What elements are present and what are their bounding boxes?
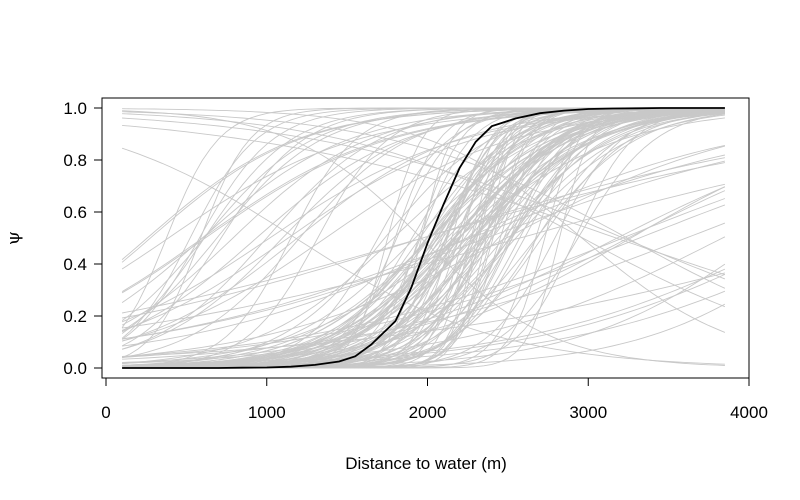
- y-tick-label: 0.2: [63, 307, 87, 326]
- background-series-line: [122, 110, 725, 368]
- x-axis-label: Distance to water (m): [345, 454, 507, 473]
- background-series-line: [122, 109, 725, 368]
- background-series-line: [122, 109, 725, 369]
- background-series-line: [122, 110, 725, 368]
- x-tick-label: 0: [101, 403, 110, 422]
- y-axis-label: ψ: [3, 231, 24, 245]
- main-series-group: [122, 107, 725, 369]
- background-series-line: [122, 108, 725, 369]
- background-series-line: [122, 109, 725, 369]
- background-series-line: [122, 110, 725, 369]
- background-series-line: [122, 109, 725, 368]
- background-series-line: [122, 124, 726, 276]
- background-series-line: [122, 110, 725, 369]
- background-series-line: [122, 111, 725, 367]
- background-series-line: [122, 109, 725, 368]
- background-series-line: [122, 198, 726, 357]
- x-tick-label: 4000: [730, 403, 768, 422]
- background-series-line: [122, 111, 725, 368]
- x-tick-label: 1000: [248, 403, 286, 422]
- x-tick-label: 3000: [569, 403, 607, 422]
- background-series-line: [122, 108, 725, 369]
- background-series-line: [122, 111, 726, 289]
- background-series-line: [122, 112, 725, 368]
- background-series-line: [122, 110, 725, 367]
- x-tick-label: 2000: [409, 403, 447, 422]
- x-axis: 0 1000 2000 3000 4000: [101, 377, 768, 422]
- background-series-line: [122, 108, 725, 369]
- background-series-line: [121, 109, 725, 323]
- background-series-line: [122, 108, 726, 333]
- background-series-line: [121, 107, 725, 334]
- background-series-group: [121, 107, 726, 369]
- background-series-line: [122, 109, 725, 368]
- background-series-line: [122, 108, 725, 369]
- background-series-line: [122, 144, 725, 347]
- background-series-line: [122, 107, 725, 369]
- background-series-line: [121, 111, 725, 342]
- main-series-line: [122, 107, 725, 369]
- y-tick-label: 0.8: [63, 151, 87, 170]
- background-series-line: [122, 109, 725, 368]
- background-series-line: [122, 109, 725, 367]
- y-tick-label: 0.4: [63, 255, 87, 274]
- background-series-line: [122, 117, 726, 280]
- background-series-line: [122, 109, 725, 369]
- y-tick-label: 0.0: [63, 359, 87, 378]
- background-series-line: [122, 108, 725, 369]
- background-series-line: [122, 110, 725, 366]
- y-axis: 0.0 0.2 0.4 0.6 0.8 1.0: [63, 99, 103, 378]
- background-series-line: [122, 186, 726, 363]
- background-series-line: [122, 113, 726, 308]
- background-series-line: [122, 162, 725, 314]
- y-tick-label: 0.6: [63, 203, 87, 222]
- y-tick-label: 1.0: [63, 99, 87, 118]
- background-series-line: [122, 190, 726, 364]
